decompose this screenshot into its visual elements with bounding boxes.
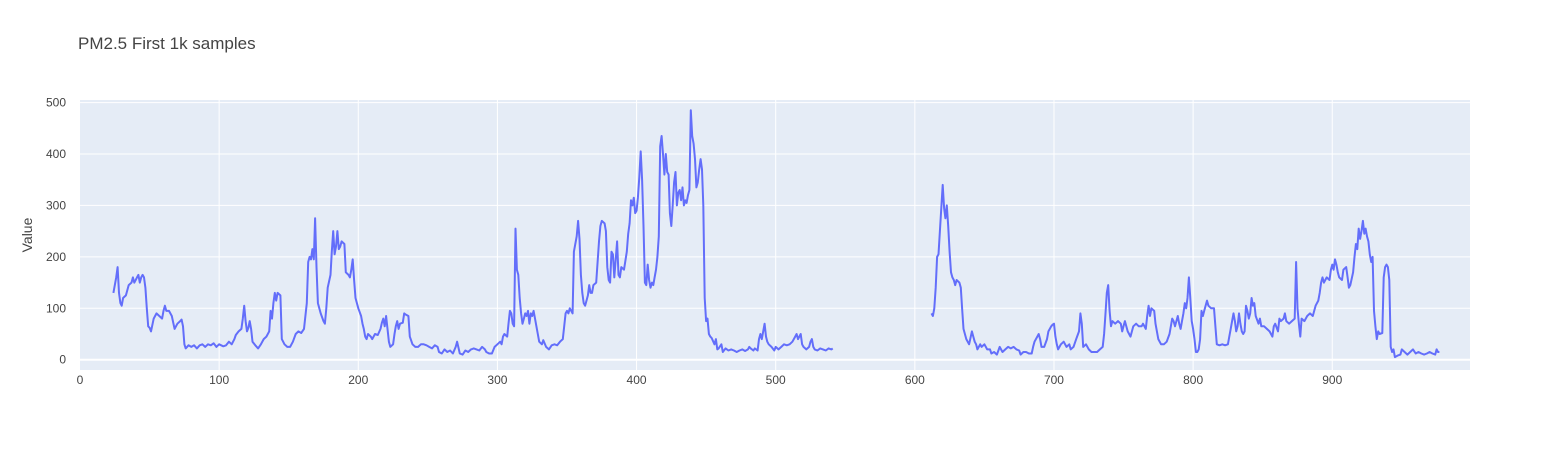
x-tick-label: 500 (766, 373, 786, 387)
y-tick-label: 200 (46, 250, 66, 264)
x-tick-label: 200 (348, 373, 368, 387)
x-tick-label: 100 (209, 373, 229, 387)
x-tick-label: 400 (627, 373, 647, 387)
y-tick-label: 400 (46, 147, 66, 161)
x-tick-label: 0 (77, 373, 84, 387)
series-layer (112, 109, 1440, 359)
grid-lines (80, 100, 1470, 370)
x-tick-label: 800 (1183, 373, 1203, 387)
y-tick-label: 500 (46, 96, 66, 110)
y-axis-title: Value (19, 217, 35, 252)
series-line-segment (112, 109, 834, 356)
series-line-segment (930, 183, 1440, 359)
y-axis-ticks: 0 100 200 300 400 500 (46, 96, 66, 367)
x-tick-label: 300 (487, 373, 507, 387)
plot-area (80, 100, 1470, 370)
x-tick-label: 900 (1322, 373, 1342, 387)
y-tick-label: 300 (46, 198, 66, 212)
x-tick-label: 700 (1044, 373, 1064, 387)
x-tick-label: 600 (905, 373, 925, 387)
chart-title: PM2.5 First 1k samples (78, 34, 256, 53)
y-tick-label: 0 (59, 353, 66, 367)
y-tick-label: 100 (46, 301, 66, 315)
x-axis-ticks: 0 100 200 300 400 500 600 700 800 900 (77, 373, 1343, 387)
